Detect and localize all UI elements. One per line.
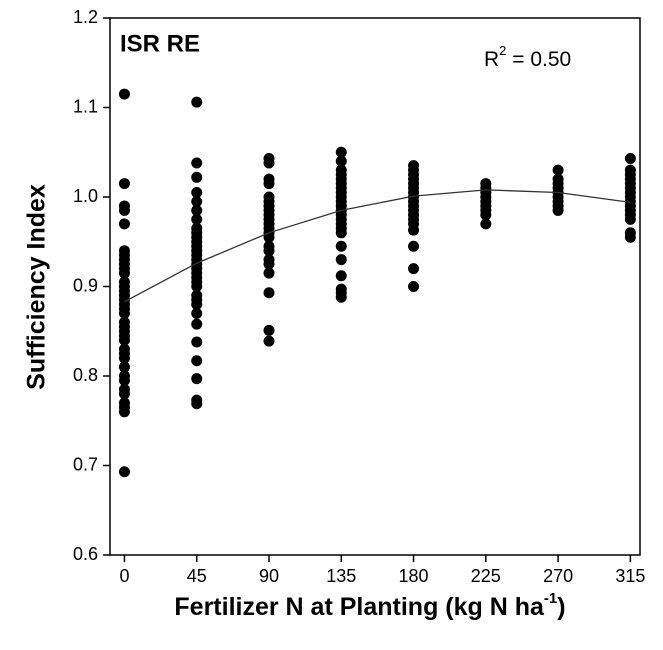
data-point <box>191 96 203 108</box>
data-point <box>552 164 564 176</box>
annotation-rest: = 0.50 <box>506 48 571 71</box>
y-tick-label: 1.0 <box>73 186 98 206</box>
data-point <box>191 187 203 199</box>
data-point <box>263 245 275 257</box>
data-point <box>263 335 275 347</box>
x-tick-label: 270 <box>543 566 573 586</box>
x-axis-title-end: ) <box>557 593 565 621</box>
y-tick-label: 1.2 <box>73 7 98 27</box>
data-point <box>335 270 347 282</box>
plot-frame <box>109 17 641 556</box>
data-point <box>624 153 636 165</box>
data-point <box>263 258 275 270</box>
data-point <box>335 227 347 239</box>
y-tick-label: 0.9 <box>73 275 98 295</box>
data-point <box>191 204 203 216</box>
annotation-base: R <box>484 48 499 71</box>
x-tick-label: 225 <box>471 566 501 586</box>
x-tick-label: 315 <box>615 566 645 586</box>
annotation: R2 = 0.50 <box>484 43 571 70</box>
data-point <box>408 281 420 292</box>
data-point <box>191 398 203 410</box>
data-point <box>118 374 130 386</box>
y-tick-label: 1.1 <box>73 96 98 116</box>
data-point <box>408 224 420 236</box>
fit-line <box>124 189 631 303</box>
data-point <box>191 336 203 348</box>
x-tick-label: 90 <box>259 566 279 586</box>
data-point <box>118 352 130 364</box>
data-point <box>118 406 130 418</box>
data-point <box>191 355 203 367</box>
data-point <box>118 466 130 478</box>
data-point <box>408 240 420 252</box>
data-point <box>118 307 130 319</box>
data-point <box>191 195 203 207</box>
data-point <box>118 334 130 346</box>
data-point <box>191 157 203 169</box>
data-point <box>408 263 420 275</box>
data-point <box>624 231 636 243</box>
annotation-sup: 2 <box>499 43 506 58</box>
data-point <box>263 157 275 169</box>
data-point <box>118 178 130 190</box>
data-point <box>118 218 130 230</box>
data-point <box>118 88 130 100</box>
data-point <box>263 287 275 299</box>
y-tick-label: 0.6 <box>73 544 98 564</box>
data-point <box>118 361 130 373</box>
data-point <box>335 291 347 303</box>
data-point <box>552 204 564 216</box>
data-point <box>335 155 347 167</box>
x-axis-title-text: Fertilizer N at Planting (kg N ha <box>174 593 545 621</box>
x-tick-label: 45 <box>187 566 207 586</box>
x-axis-title-sup: -1 <box>544 590 557 607</box>
x-tick-label: 0 <box>119 566 129 586</box>
x-axis-title: Fertilizer N at Planting (kg N ha-1) <box>174 590 565 621</box>
data-point <box>118 204 130 216</box>
x-tick-label: 135 <box>326 566 356 586</box>
data-point <box>335 146 347 158</box>
data-point <box>263 324 275 336</box>
data-point <box>191 373 203 385</box>
data-point <box>480 218 492 230</box>
data-point <box>263 178 275 190</box>
data-point <box>335 240 347 252</box>
data-point <box>191 281 203 292</box>
data-point <box>624 213 636 225</box>
data-point <box>191 298 203 310</box>
data-point <box>191 171 203 183</box>
data-point <box>335 254 347 266</box>
data-point <box>118 267 130 279</box>
data-point <box>191 307 203 319</box>
data-point <box>480 209 492 221</box>
data-point <box>191 213 203 225</box>
x-tick-label: 180 <box>399 566 429 586</box>
y-tick-label: 0.7 <box>73 454 98 474</box>
data-point <box>263 267 275 279</box>
y-tick-label: 0.8 <box>73 365 98 385</box>
panel-label: ISR RE <box>120 30 200 57</box>
data-point <box>118 388 130 400</box>
data-point <box>191 318 203 330</box>
y-axis-title: Sufficiency Index <box>23 184 51 390</box>
